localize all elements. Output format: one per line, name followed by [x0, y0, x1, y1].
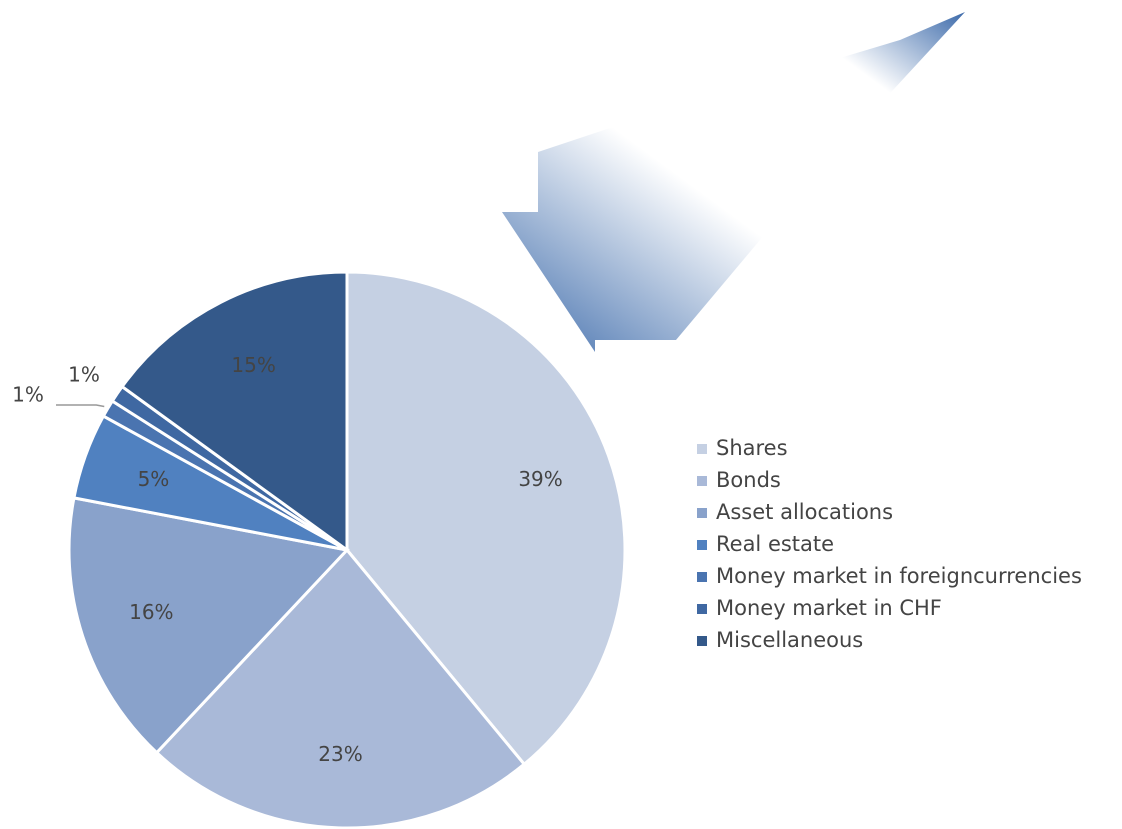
- data-label: 1%: [68, 363, 100, 387]
- legend-swatch: [697, 444, 707, 454]
- pie-slice: [67, 496, 350, 755]
- data-label: 15%: [231, 353, 275, 377]
- pie-slice: [154, 547, 527, 829]
- data-label: 39%: [518, 467, 562, 491]
- data-label: 5%: [138, 467, 170, 491]
- pie-slice: [119, 270, 349, 553]
- data-label: 1%: [12, 383, 44, 407]
- decorative-arrow: [502, 12, 965, 352]
- pie-slice: [345, 270, 627, 767]
- legend-label: Asset allocations: [716, 500, 893, 524]
- legend-swatch: [697, 476, 707, 486]
- data-label: 23%: [318, 742, 362, 766]
- legend-swatch: [697, 540, 707, 550]
- legend-swatch: [697, 508, 707, 518]
- legend-swatch: [697, 636, 707, 646]
- legend-label: Real estate: [716, 532, 834, 556]
- legend-label: Money market in CHF: [716, 596, 942, 620]
- data-label: 16%: [129, 600, 173, 624]
- legend-swatch: [697, 572, 707, 582]
- legend-label: Bonds: [716, 468, 781, 492]
- legend-label: Miscellaneous: [716, 628, 863, 652]
- legend-swatch: [697, 604, 707, 614]
- legend-label: Money market in foreigncurrencies: [716, 564, 1082, 588]
- leader-line: [56, 404, 105, 408]
- legend-label: Shares: [716, 436, 788, 460]
